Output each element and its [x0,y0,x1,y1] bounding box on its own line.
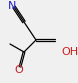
Text: OH: OH [61,47,78,57]
Text: O: O [15,65,23,75]
Text: N: N [8,1,16,11]
